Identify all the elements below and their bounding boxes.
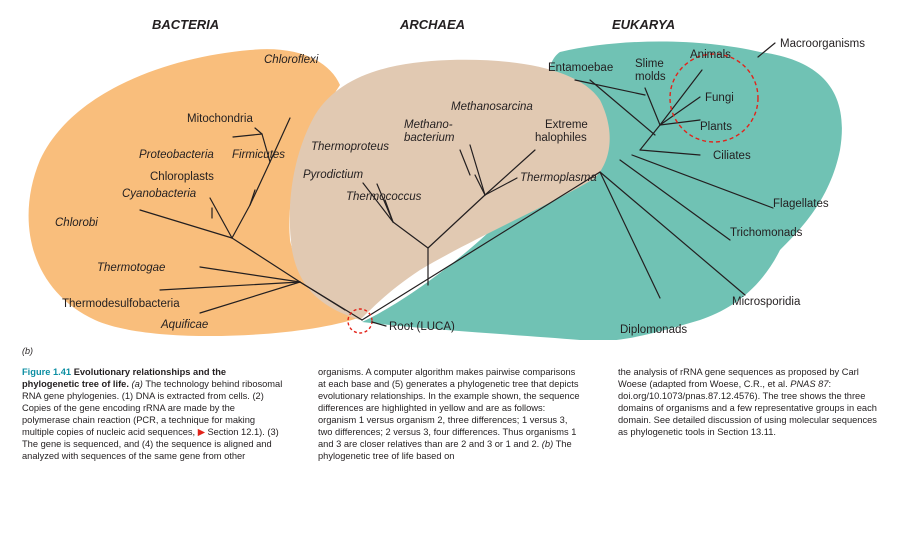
caption-part-a: (a): [131, 379, 143, 389]
caption-rest-3: : doi.org/10.1073/pnas.87.12.4576). The …: [618, 379, 877, 437]
label-methanobacterium-2: bacterium: [404, 132, 455, 144]
label-firmicutes: Firmicutes: [232, 149, 285, 161]
label-trichomonads: Trichomonads: [730, 227, 803, 239]
label-thermococcus: Thermococcus: [346, 191, 422, 203]
bacteria-heading: BACTERIA: [152, 17, 219, 32]
caption-ref: Section 12.1). (3) The gene is sequenced…: [22, 427, 279, 461]
eukarya-region: [362, 41, 842, 340]
label-fungi: Fungi: [705, 92, 734, 104]
label-chlorobi: Chlorobi: [55, 217, 98, 229]
label-proteobacteria: Proteobacteria: [139, 149, 214, 161]
label-thermodesulfobacteria: Thermodesulfobacteria: [62, 298, 180, 310]
label-slime-molds-2: molds: [635, 71, 666, 83]
caption-column-1: Figure 1.41 Evolutionary relationships a…: [22, 366, 284, 462]
label-cyanobacteria: Cyanobacteria: [122, 188, 196, 200]
label-methanosarcina: Methanosarcina: [451, 101, 533, 113]
phylogenetic-tree: BACTERIA ARCHAEA EUKARYA Chloroflexi Mit…: [28, 17, 865, 340]
label-slime-molds-1: Slime: [635, 58, 664, 70]
root-circle: [347, 308, 373, 334]
part-label: (b): [22, 346, 33, 356]
label-animals: Animals: [690, 49, 731, 61]
caption-column-3: the analysis of rRNA gene sequences as p…: [618, 366, 880, 438]
label-methanobacterium-1: Methano-: [404, 119, 453, 131]
label-flagellates: Flagellates: [773, 198, 829, 210]
archaea-heading: ARCHAEA: [399, 17, 465, 32]
label-aquificae: Aquificae: [160, 319, 208, 331]
figure-title: Evolutionary relationships and the phylo…: [22, 367, 227, 389]
archaea-region: [289, 59, 610, 321]
label-extreme-halophiles-1: Extreme: [545, 119, 588, 131]
label-ciliates: Ciliates: [713, 150, 751, 162]
caption-part-b: (b): [541, 439, 554, 449]
label-extreme-halophiles-2: halophiles: [535, 132, 587, 144]
caption-text-3: the analysis of rRNA gene sequences as p…: [618, 367, 859, 389]
label-diplomonads: Diplomonads: [620, 324, 687, 336]
label-chloroplasts: Chloroplasts: [150, 171, 214, 183]
bacteria-region: [28, 49, 358, 337]
label-entamoebae: Entamoebae: [548, 62, 613, 74]
caption-citation: PNAS 87: [790, 379, 829, 389]
label-plants: Plants: [700, 121, 732, 133]
label-thermotogae: Thermotogae: [97, 262, 165, 274]
caption-text-1: The technology behind ribosomal RNA gene…: [22, 379, 283, 437]
tree-branches: [139, 69, 774, 321]
figure-number: Figure 1.41: [22, 367, 72, 377]
macroorganisms-circle: [669, 53, 759, 143]
eukarya-heading: EUKARYA: [612, 17, 675, 32]
label-thermoproteus: Thermoproteus: [311, 141, 389, 153]
caption-column-2: organisms. A computer algorithm makes pa…: [318, 366, 580, 462]
label-thermoplasma: Thermoplasma: [520, 172, 597, 184]
label-pyrodictium: Pyrodictium: [303, 169, 363, 181]
label-chloroflexi: Chloroflexi: [264, 54, 319, 66]
label-root: Root (LUCA): [389, 321, 455, 333]
label-mitochondria: Mitochondria: [187, 113, 253, 125]
label-macroorganisms: Macroorganisms: [780, 38, 865, 50]
arrow-icon: ▶: [197, 427, 205, 437]
caption-tail-2: The phylogenetic tree of life based on: [318, 439, 572, 461]
caption-text-2: organisms. A computer algorithm makes pa…: [318, 367, 580, 449]
label-microsporidia: Microsporidia: [732, 296, 801, 308]
